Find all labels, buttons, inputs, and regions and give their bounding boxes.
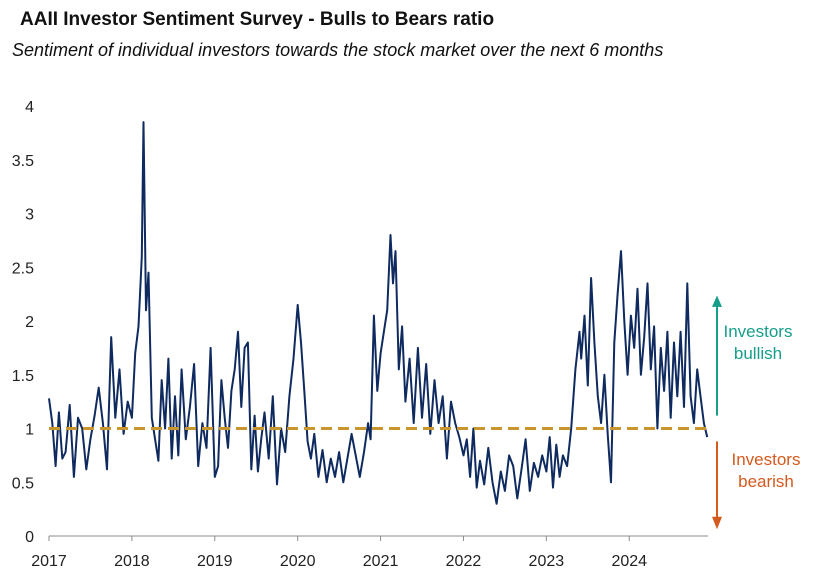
y-tick-label: 0.5 [12,475,34,492]
annotation-bullish-line2: bullish [733,344,783,363]
y-tick-label: 0 [25,529,34,546]
x-tick-label: 2017 [31,553,67,570]
series-line [48,121,709,505]
annotation-bearish-line2: bearish [738,472,794,491]
annotation-bullish-line1: Investors [723,322,793,341]
chart-subtitle: Sentiment of individual investors toward… [12,40,664,60]
x-tick-label: 2023 [529,553,565,570]
x-tick-label: 2018 [114,553,150,570]
arrowhead-up-icon [712,295,722,307]
y-tick-label: 1 [25,422,34,439]
chart-title: AAII Investor Sentiment Survey - Bulls t… [20,9,495,30]
y-tick-label: 4 [25,99,34,116]
y-tick-label: 3 [25,207,34,224]
arrowhead-down-icon [712,516,722,530]
x-tick-label: 2019 [197,553,233,570]
x-tick-label: 2021 [363,553,399,570]
y-tick-label: 2.5 [12,260,34,277]
y-tick-label: 1.5 [12,368,34,385]
x-tick-label: 2022 [446,553,482,570]
annotation-bearish-line1: Investors [731,450,801,469]
annotation-bullish-label: Investors bullish [712,321,804,365]
x-tick-label: 2024 [611,553,647,570]
y-tick-label: 2 [25,314,34,331]
x-tick-label: 2020 [280,553,316,570]
y-tick-label: 3.5 [12,153,34,170]
annotation-bearish-label: Investors bearish [720,449,812,493]
